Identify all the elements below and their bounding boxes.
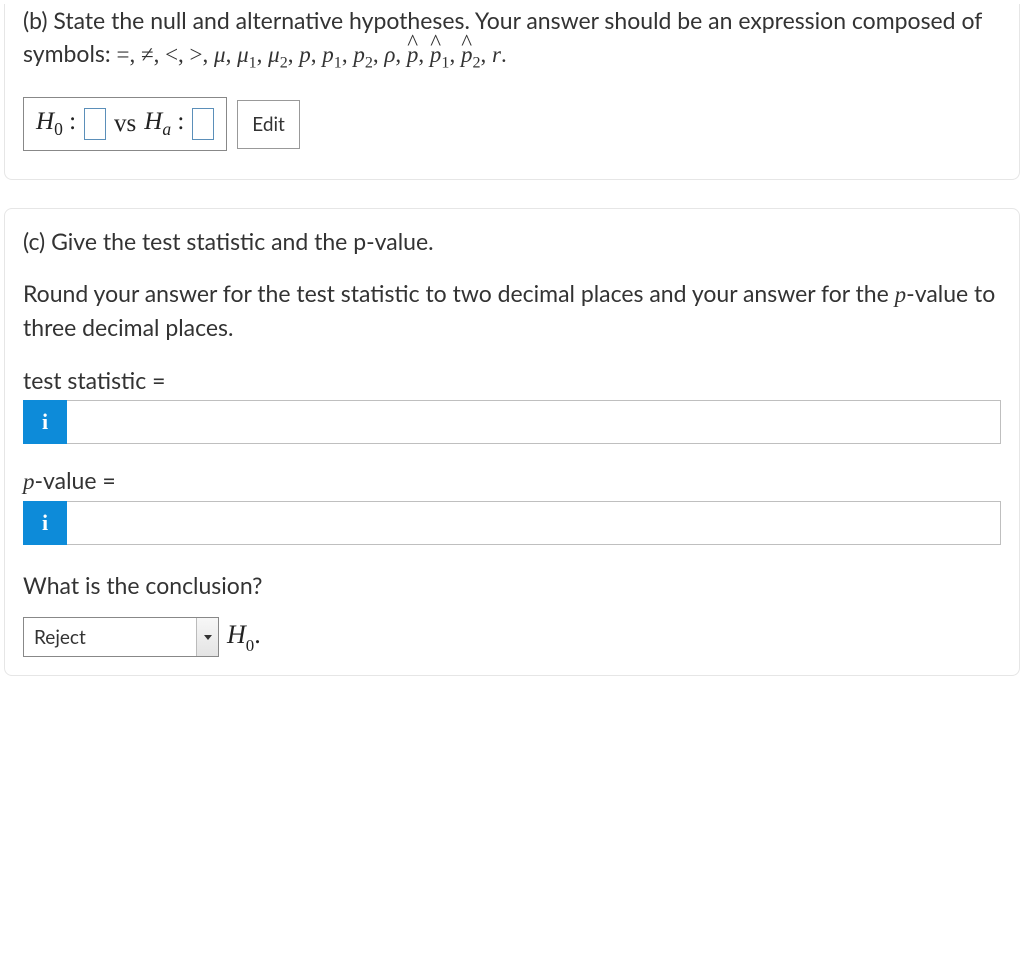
hypothesis-input-box[interactable]: H0 : vs Ha : [23, 97, 227, 151]
edit-button[interactable]: Edit [237, 100, 300, 149]
conclusion-row: Reject H0. [23, 617, 1001, 657]
info-icon[interactable]: i [23, 501, 67, 545]
chevron-down-icon [196, 618, 218, 656]
h0-input-slot[interactable] [84, 108, 106, 140]
h0-final: H0. [227, 620, 261, 654]
test-statistic-row: i [23, 400, 1001, 444]
question-c-text: (c) Give the test statistic and the p-va… [23, 225, 1001, 258]
hypothesis-row: H0 : vs Ha : Edit [23, 97, 1001, 151]
test-statistic-input[interactable] [67, 400, 1001, 444]
test-statistic-label: test statistic = [23, 366, 1001, 394]
pvalue-label: p-value = [23, 466, 1001, 495]
section-c: (c) Give the test statistic and the p-va… [4, 208, 1020, 676]
question-b-text: (b) State the null and alternative hypot… [23, 4, 1001, 75]
pvalue-input[interactable] [67, 501, 1001, 545]
h0-label: H0 : [36, 108, 76, 140]
question-c-instructions: Round your answer for the test statistic… [23, 277, 1001, 345]
info-icon[interactable]: i [23, 400, 67, 444]
question-b-symbols: =, ≠, <, >, μ, μ1, μ2, p, p1, p2, ρ, p, … [116, 42, 506, 67]
pvalue-row: i [23, 501, 1001, 545]
conclusion-select[interactable]: Reject [23, 617, 219, 657]
vs-label: vs [114, 110, 136, 138]
conclusion-select-value: Reject [34, 626, 196, 649]
section-b: (b) State the null and alternative hypot… [4, 4, 1020, 180]
ha-input-slot[interactable] [192, 108, 214, 140]
conclusion-label: What is the conclusion? [23, 571, 1001, 599]
ha-label: Ha : [144, 108, 184, 140]
